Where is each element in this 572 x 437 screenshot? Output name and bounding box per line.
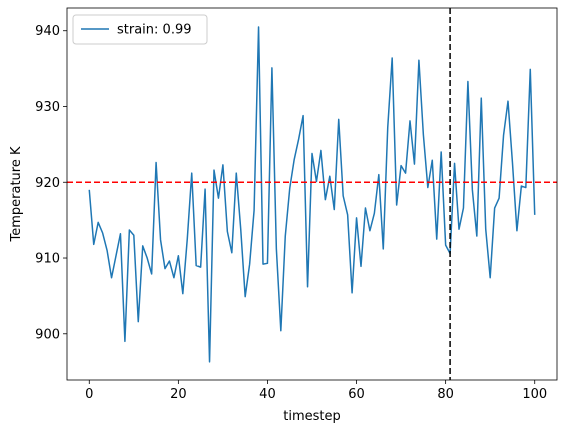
x-tick-label: 60 [348,387,365,402]
x-tick-label: 80 [437,387,454,402]
x-axis-label: timestep [283,409,341,424]
y-tick-label: 900 [35,327,60,342]
data-line [88,26,536,363]
y-tick-label: 920 [35,176,60,191]
x-tick-label: 100 [522,387,547,402]
x-tick-label: 20 [170,387,187,402]
x-tick-label: 40 [259,387,276,402]
legend-box [72,14,208,45]
y-tick-label: 930 [35,100,60,115]
y-tick-label: 940 [35,24,60,39]
legend-label: strain: 0.99 [117,23,192,38]
y-tick-label: 910 [35,252,60,267]
y-axis-label: Temperature K [9,146,24,242]
plot-frame [66,7,558,381]
x-tick-label: 0 [85,387,93,402]
